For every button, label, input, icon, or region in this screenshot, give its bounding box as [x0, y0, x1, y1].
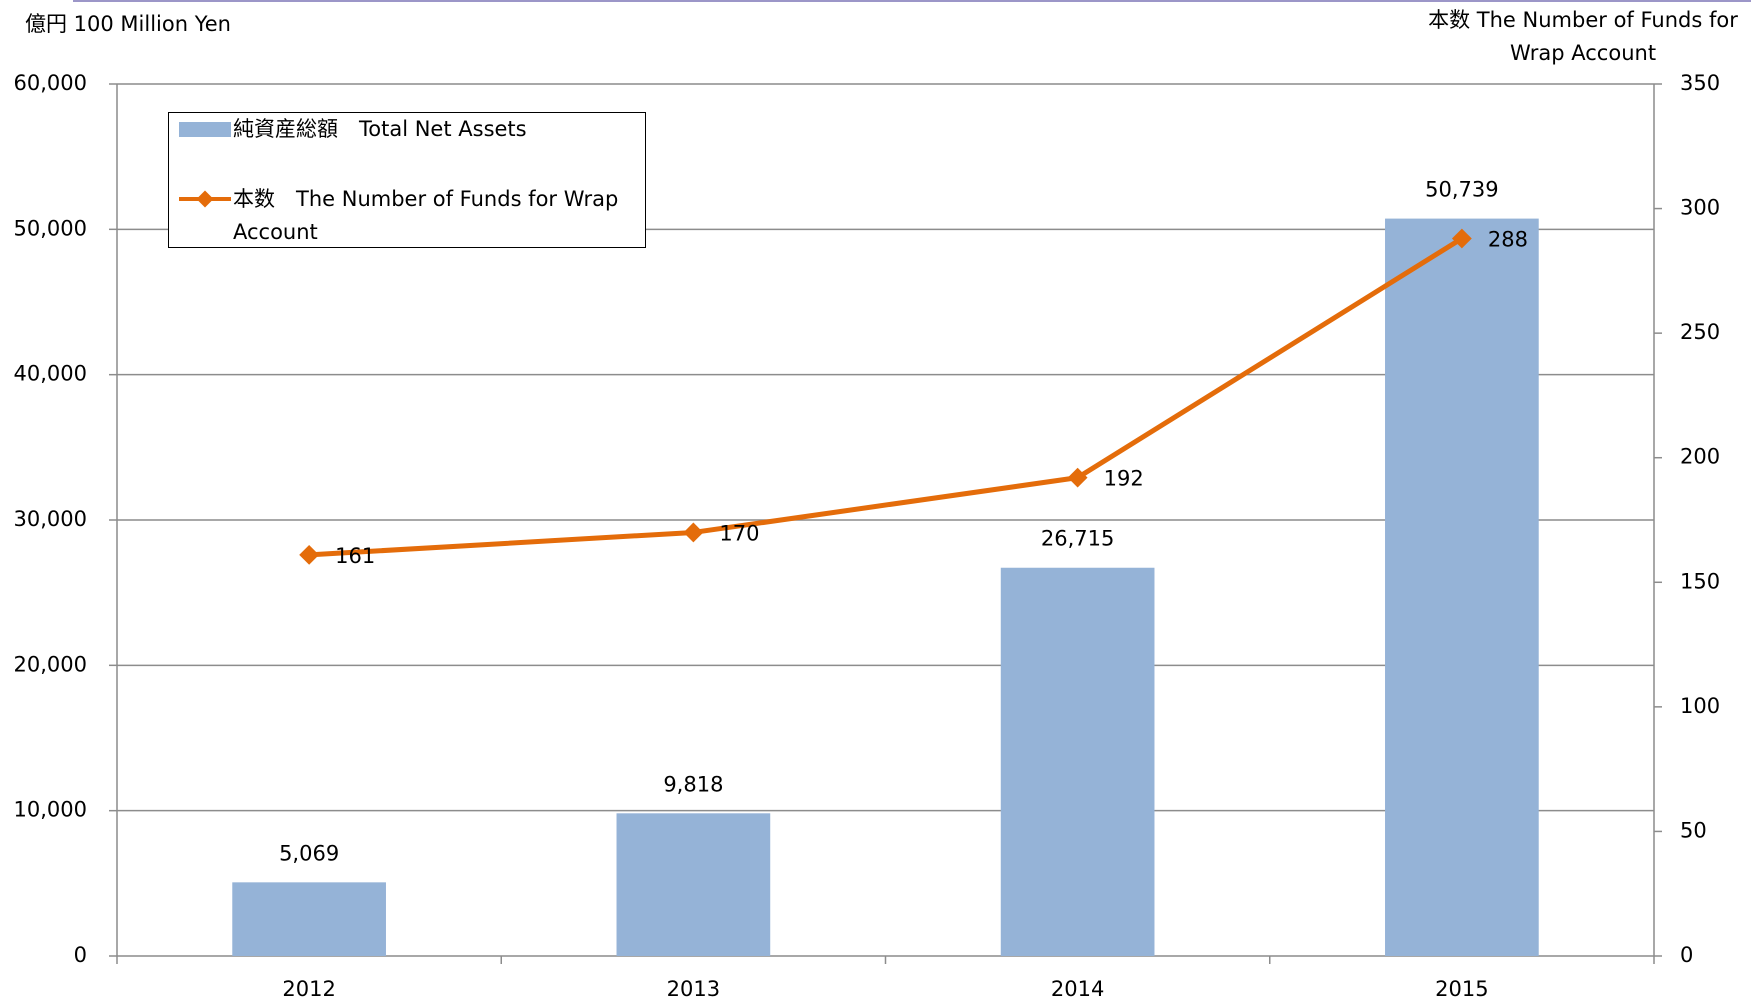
line-value-label: 161 — [335, 544, 375, 568]
y2-tick-label: 300 — [1680, 196, 1720, 220]
legend: 純資産総額 Total Net Assets 本数 The Number of … — [168, 112, 646, 248]
y2-tick-label: 250 — [1680, 320, 1720, 344]
line-marker — [1067, 467, 1088, 488]
y-tick-label: 20,000 — [14, 652, 87, 676]
x-tick-label: 2013 — [667, 977, 720, 1001]
line — [308, 236, 1464, 558]
y2-axis-title: 本数 The Number of Funds for Wrap Account — [1428, 8, 1738, 65]
line-marker — [1451, 228, 1472, 249]
bar — [616, 813, 771, 956]
y2-tick-label: 200 — [1680, 445, 1720, 469]
y2-tick-label: 50 — [1680, 818, 1707, 842]
y-axis-title: 億円 100 Million Yen — [25, 12, 231, 36]
y-tick-label: 10,000 — [14, 798, 87, 822]
y-tick-label: 30,000 — [14, 507, 87, 531]
bar-value-label: 9,818 — [663, 772, 723, 796]
y2-tick-label: 150 — [1680, 569, 1720, 593]
y2-tick-label: 100 — [1680, 694, 1720, 718]
legend-label: 純資産総額 Total Net Assets — [233, 117, 527, 141]
bar — [1000, 567, 1155, 956]
y-tick-label: 60,000 — [14, 71, 87, 95]
line-value-label: 288 — [1488, 227, 1528, 251]
line-marker — [683, 522, 704, 543]
x-tick-label: 2014 — [1051, 977, 1104, 1001]
y2-tick-label: 350 — [1680, 71, 1720, 95]
bar — [232, 882, 386, 956]
bar — [1385, 218, 1539, 956]
line-value-label: 192 — [1104, 467, 1144, 491]
line-marker — [299, 544, 320, 565]
legend-label: 本数 The Number of Funds for Wrap Account — [233, 187, 619, 244]
y2-tick-label: 0 — [1680, 943, 1693, 967]
bar-value-label: 5,069 — [279, 841, 339, 865]
y-tick-label: 0 — [74, 943, 87, 967]
x-tick-label: 2015 — [1435, 977, 1488, 1001]
y-tick-label: 50,000 — [14, 216, 87, 240]
x-tick-label: 2012 — [282, 977, 335, 1001]
bar-value-label: 26,715 — [1041, 527, 1114, 551]
line-value-label: 170 — [719, 521, 759, 545]
legend-item: 本数 The Number of Funds for Wrap Account — [177, 183, 643, 249]
legend-item: 純資産総額 Total Net Assets — [177, 113, 643, 146]
bar-value-label: 50,739 — [1425, 178, 1498, 202]
legend-swatch — [179, 122, 231, 137]
legend-swatch — [179, 190, 231, 208]
y-tick-label: 40,000 — [14, 362, 87, 386]
